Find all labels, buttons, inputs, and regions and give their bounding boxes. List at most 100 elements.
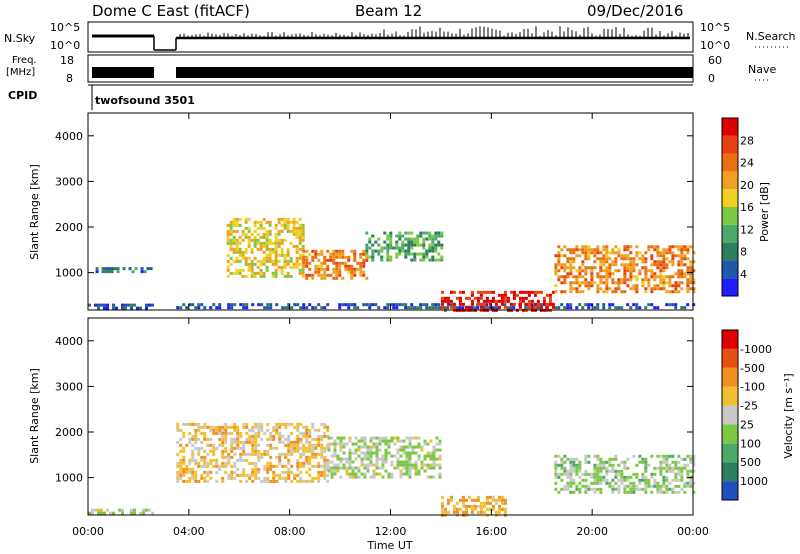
heatmap-cell [333,451,337,455]
colorbar-tick-label: -500 [740,362,765,375]
heatmap-cell [632,266,636,270]
heatmap-cell [118,508,121,512]
heatmap-cell [332,267,336,271]
heatmap-cell [602,281,606,285]
colorbar-swatch [722,462,738,482]
heatmap-cell [653,306,657,310]
heatmap-cell [218,437,222,441]
heatmap-cell [317,464,321,468]
heatmap-cell [274,262,278,266]
heatmap-cell [244,250,248,254]
heatmap-cell [578,303,582,307]
heatmap-cell [302,452,306,456]
heatmap-cell [500,495,504,499]
heatmap-cell [653,260,657,264]
heatmap-cell [242,452,246,456]
heatmap-cell [557,254,561,258]
heatmap-cell [494,302,498,306]
heatmap-cell [665,266,669,270]
heatmap-cell [596,475,600,479]
heatmap-cell [254,470,258,474]
heatmap-cell [461,302,465,306]
heatmap-cell [229,232,233,236]
heatmap-cell [599,260,603,264]
heatmap-cell [662,263,666,267]
colorbar-swatch [722,348,738,368]
heatmap-cell [629,251,633,255]
heatmap-cell [404,237,408,241]
heatmap-cell [599,478,603,482]
heatmap-cell [605,245,609,249]
heatmap-cell [206,470,210,474]
heatmap-cell [473,504,477,508]
heatmap-cell [387,451,391,455]
heatmap-cell [656,248,660,252]
heatmap-cell [399,460,403,464]
heatmap-cell [449,290,453,294]
heatmap-cell [623,484,627,488]
heatmap-cell [413,306,417,310]
heatmap-cell [668,281,672,285]
heatmap-cell [671,460,675,464]
freq-band-2 [176,67,693,78]
heatmap-cell [396,448,400,452]
heatmap-cell [227,306,231,310]
heatmap-cell [235,220,239,224]
heatmap-cell [345,466,349,470]
heatmap-cell [572,457,576,461]
heatmap-cell [182,455,186,459]
heatmap-cell [191,455,195,459]
heatmap-cell [405,454,409,458]
heatmap-cell [405,451,409,455]
heatmap-cell [224,440,228,444]
heatmap-cell [191,434,195,438]
heatmap-cell [623,272,627,276]
heatmap-cell [605,284,609,288]
heatmap-cell [263,464,267,468]
heatmap-cell [686,481,690,485]
heatmap-cell [110,270,114,274]
heatmap-cell [188,422,192,426]
heatmap-cell [569,260,573,264]
heatmap-cell [262,250,266,254]
heatmap-cell [257,443,261,447]
heatmap-cell [497,305,501,309]
heatmap-cell [254,446,258,450]
heatmap-cell [596,469,600,473]
heatmap-cell [338,267,342,271]
heatmap-cell [380,249,384,253]
heatmap-cell [674,245,678,249]
heatmap-cell [659,463,663,467]
heatmap-cell [260,428,264,432]
colorbar-tick-label: 25 [740,418,754,431]
heatmap-cell [140,270,144,274]
heatmap-cell [683,466,687,470]
heatmap-cell [293,476,297,480]
heatmap-cell [404,249,408,253]
heatmap-cell [290,449,294,453]
heatmap-cell [596,272,600,276]
heatmap-cell [229,247,233,251]
heatmap-cell [434,306,438,310]
heatmap-cell [296,473,300,477]
heatmap-cell [253,244,257,248]
heatmap-cell [659,490,663,494]
heatmap-cell [287,437,291,441]
heatmap-cell [461,495,465,499]
heatmap-cell [218,443,222,447]
heatmap-cell [482,290,486,294]
heatmap-cell [347,255,351,259]
heatmap-cell [635,254,639,258]
heatmap-cell [635,306,639,310]
heatmap-cell [575,287,579,291]
heatmap-cell [95,270,99,274]
heatmap-cell [308,446,312,450]
heatmap-cell [244,220,248,224]
heatmap-cell [94,303,97,307]
heatmap-cell [665,484,669,488]
heatmap-cell [563,269,567,273]
heatmap-cell [686,469,690,473]
heatmap-cell [683,306,687,310]
heatmap-cell [417,457,421,461]
heatmap-cell [311,425,315,429]
